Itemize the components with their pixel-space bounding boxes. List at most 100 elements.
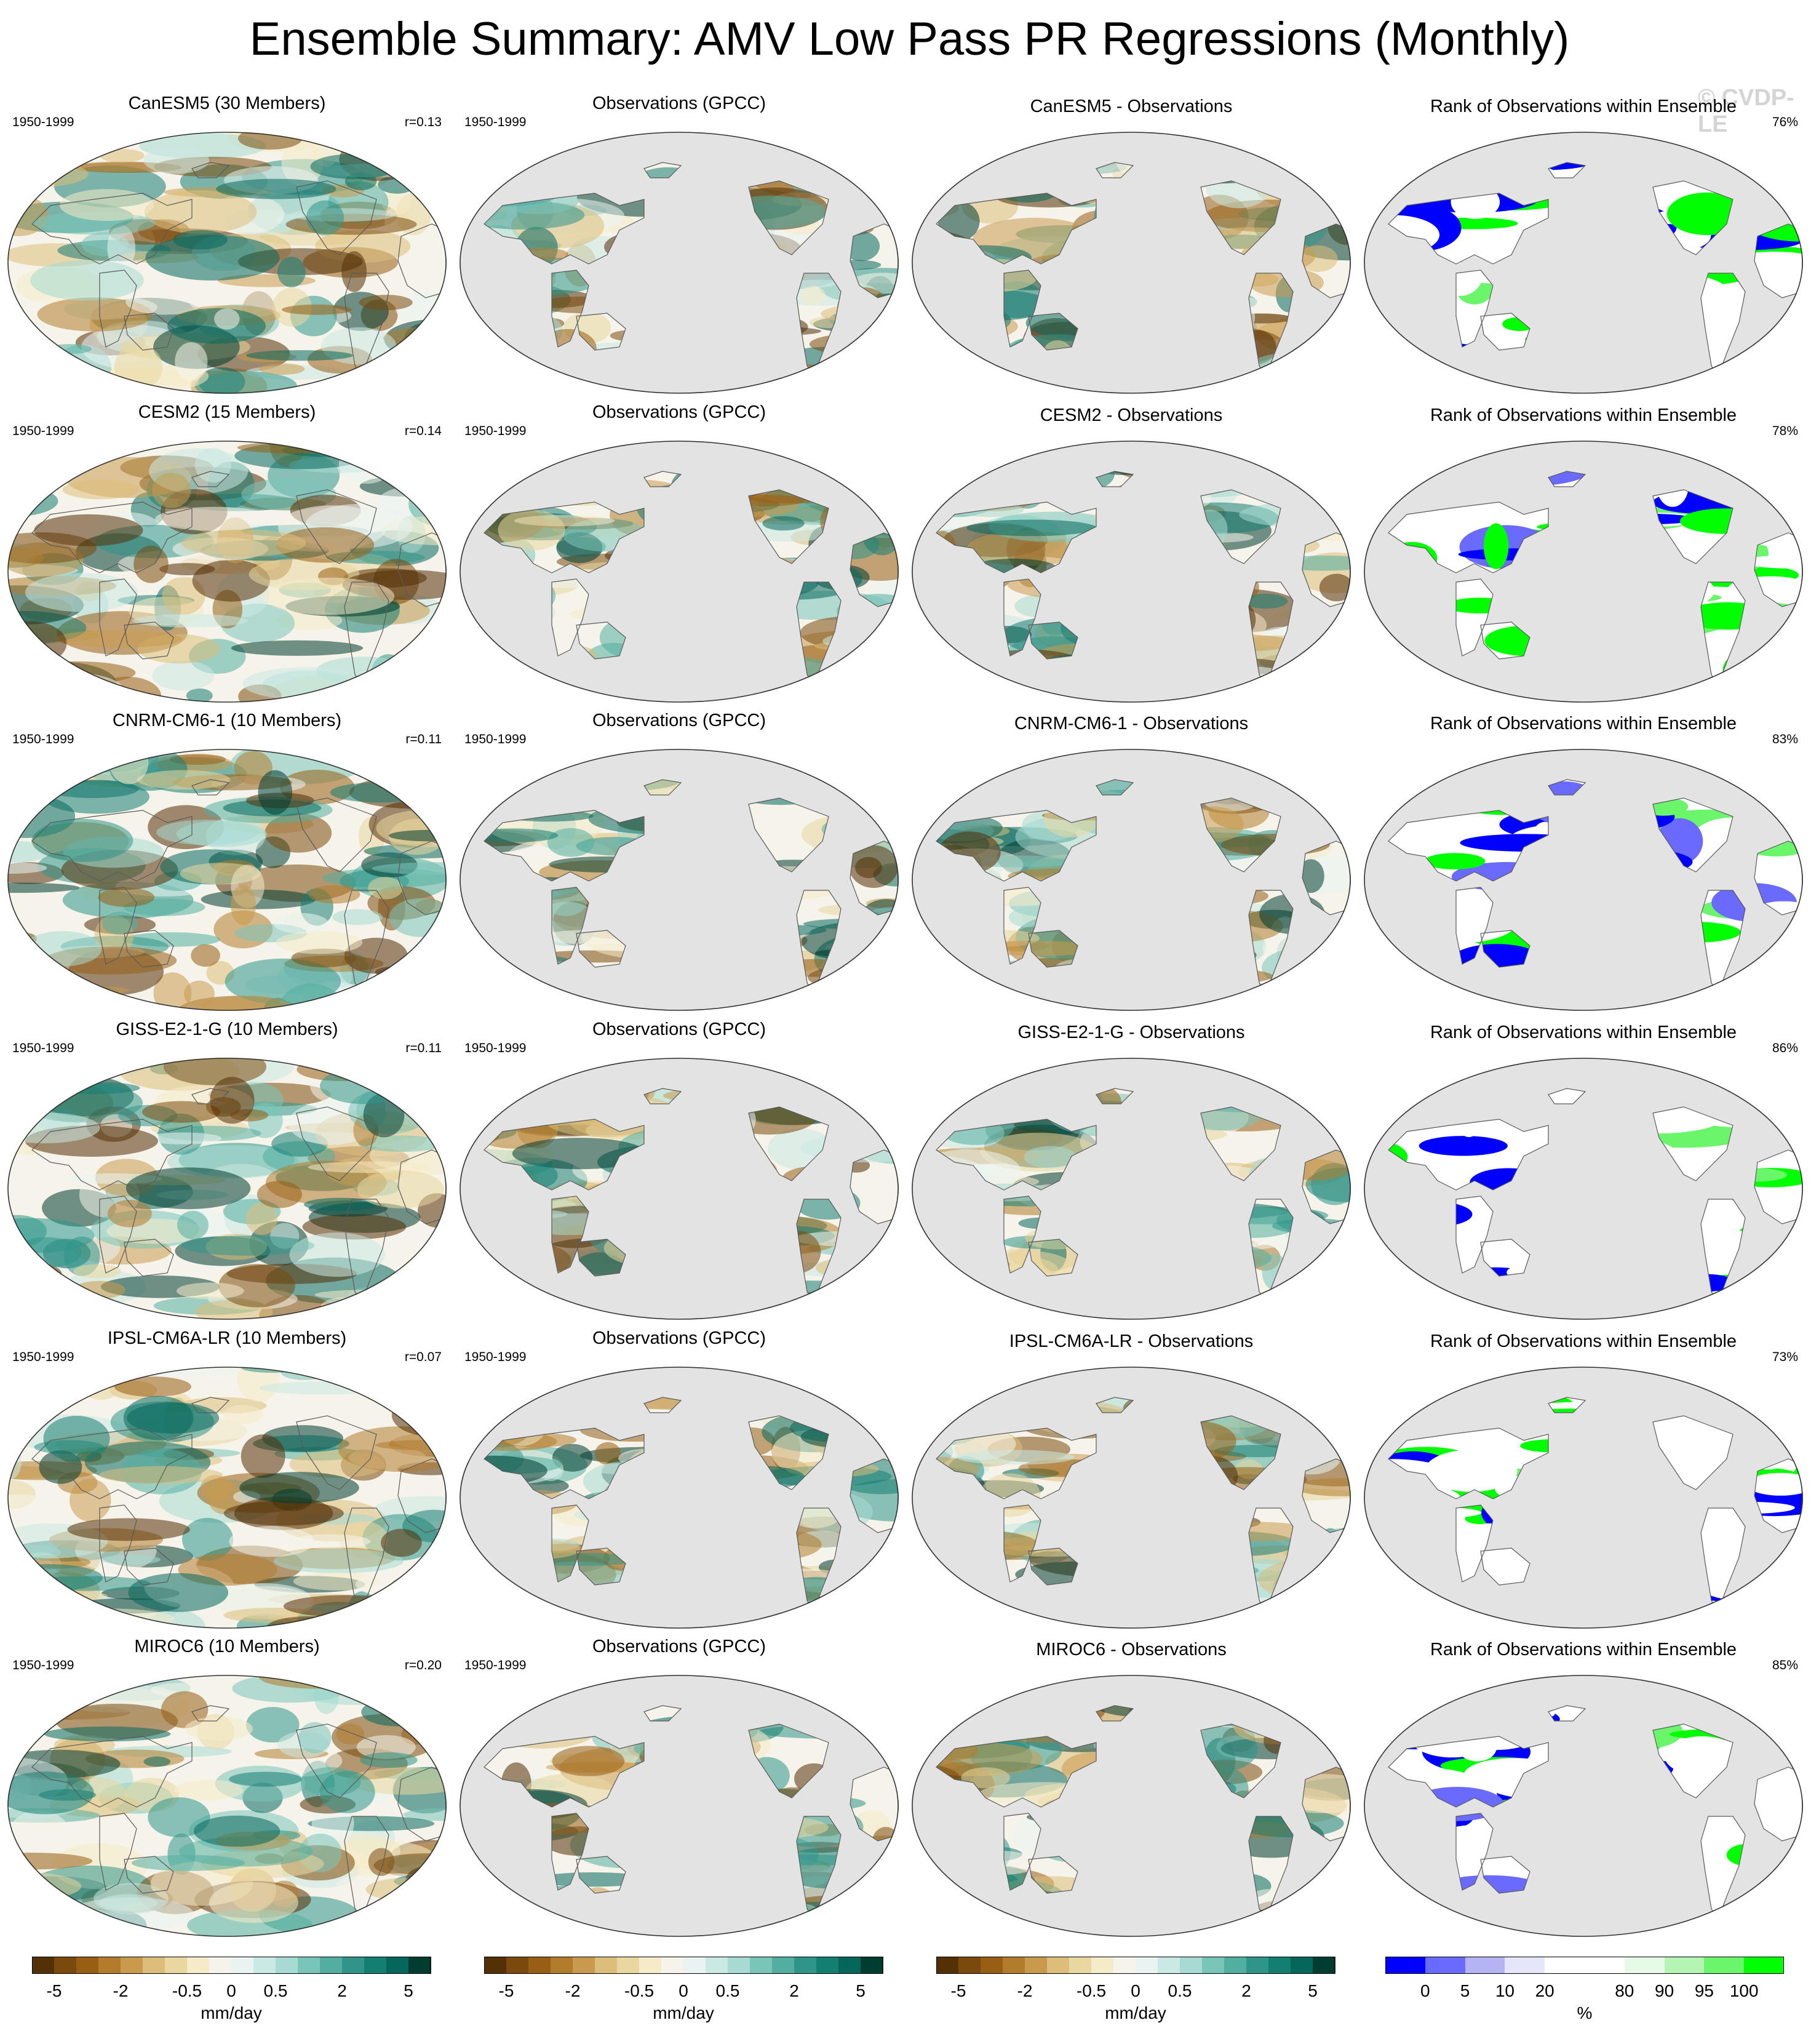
panel-title: Observations (GPCC) [592,1637,766,1656]
map-field-blob [515,1367,585,1381]
diff-panel: CNRM-CM6-1 - Observations [904,709,1358,1017]
coastline [397,223,447,298]
map-field-blob [1364,749,1389,767]
period-label: 1950-1999 [464,115,527,129]
map-field-blob [460,132,522,161]
coastline [1480,1856,1530,1894]
map-field-blob [1388,359,1423,377]
map-field-blob [347,444,408,466]
map-field-blob [842,1905,872,1921]
map-field-blob [319,1771,375,1813]
coastline [936,501,1097,573]
coastline [551,1196,589,1274]
map-field-blob [359,441,413,465]
map-field-blob [979,1058,1006,1077]
map-field-blob [336,1723,364,1745]
map-field-blob [819,132,848,157]
coastline [1754,1767,1803,1842]
ocean-mask [1364,441,1803,703]
ocean-mask [460,441,899,703]
colorbar-swatch [816,1957,839,1974]
coastline [1096,1088,1134,1104]
ocean-mask [460,1367,899,1629]
coastline [1096,471,1134,487]
map-field-blob [1388,1606,1460,1613]
map-field-blob [1313,162,1351,198]
globe-outline [1364,1675,1803,1937]
panel-title: Observations (GPCC) [592,1020,766,1039]
colorbar-swatch [772,1957,795,1974]
coastline [191,1397,230,1413]
colorbar-tick-label: 0.5 [263,1981,288,2000]
colorbar-swatch [661,1957,684,1974]
colorbar-swatch [209,1957,232,1974]
map-field-blob [185,1717,253,1741]
rank-panel: Rank of Observations within Ensemble 86% [1356,1018,1810,1326]
coastline [1480,1547,1530,1586]
map-field-blob [1388,162,1443,169]
globe-outline [912,1058,1351,1320]
map-field-blob [17,661,136,684]
globe-fill [1364,1675,1803,1937]
map-field-blob [823,365,899,378]
coastline [748,797,829,872]
ocean-mask [912,749,1351,1011]
panel-title: IPSL-CM6A-LR - Observations [1009,1331,1254,1351]
coastline [1302,532,1351,607]
map-field-blob [1293,780,1351,781]
coastline [124,1547,174,1586]
diff-panel: MIROC6 - Observations [904,1635,1358,1943]
colorbar-swatch [253,1957,276,1974]
globe-fill [1364,1058,1803,1320]
colorbar-swatch [1224,1957,1247,1974]
colorbar-swatch [861,1957,883,1974]
coastline [1028,621,1078,660]
coastline [748,1723,829,1798]
map-field-blob [125,1167,251,1210]
map-field-blob [1388,1279,1433,1293]
colorbar-tick-label: 5 [856,1981,866,2000]
map-field-blob [7,1703,32,1719]
diff-map [912,749,1351,1011]
globe-outline [912,441,1351,703]
map-field-blob [384,146,447,183]
colorbar-tick-label: -2 [1017,1981,1033,2000]
map-field-blob [320,1067,408,1104]
colorbar-tick-label: -2 [113,1981,129,2000]
map-field-blob [1703,367,1786,378]
map-field-blob [59,189,154,221]
rank-map [1364,1675,1803,1937]
coastline [1028,1856,1078,1894]
map-field-blob [936,1397,997,1398]
map-field-blob [1388,641,1390,685]
colorbar-swatch [231,1957,254,1974]
colorbar-tick-label: 0 [679,1981,688,2000]
map-field-blob [381,1528,422,1557]
map-field-blob [1394,1058,1455,1076]
map-field-blob [1258,1606,1351,1613]
map-field-blob [164,1058,267,1085]
map-field-blob [216,178,336,199]
map-field-blob [841,780,899,788]
map-field-blob [262,577,395,615]
colorbar-swatch [936,1957,959,1974]
map-field-blob [364,1294,427,1320]
colorbar-swatch [121,1957,143,1974]
globe-outline [7,1675,447,1937]
map-field-blob [257,1181,302,1208]
map-field-blob [372,682,413,703]
map-field-blob [484,986,563,995]
coastline [850,840,899,916]
map-field-blob [340,1298,434,1320]
map-field-blob [223,1405,263,1424]
map-field-blob [1388,1088,1445,1092]
map-field-blob [67,1518,190,1541]
obs-map [460,749,899,1011]
map-field-blob [320,997,433,1011]
rank-percent-label: 73% [1772,1350,1798,1364]
obs-panel: Observations (GPCC) 1950-1999 [452,709,906,1017]
map-field-blob [407,1396,447,1421]
map-field-blob [1721,441,1803,469]
map-field-blob [849,845,899,888]
map-field-blob [1681,441,1786,455]
